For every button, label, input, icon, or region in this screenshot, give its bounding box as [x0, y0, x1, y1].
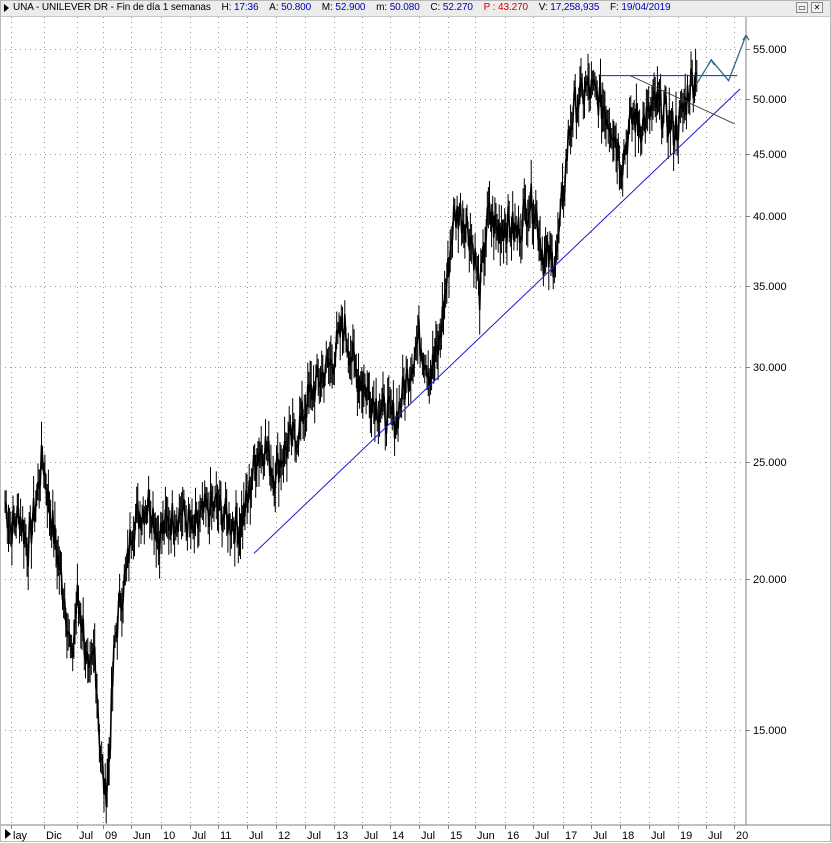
projection-path	[696, 34, 747, 85]
p-label: P :	[483, 2, 496, 13]
close-button[interactable]: ✕	[811, 2, 823, 13]
x-tick-label: Jun	[133, 830, 151, 842]
projection-arrowhead	[707, 58, 715, 66]
y-tick-label: 50.000	[753, 93, 787, 106]
price-series-line	[4, 68, 698, 807]
menu-arrow-icon[interactable]	[4, 4, 9, 12]
hora-label: H:	[221, 2, 232, 13]
x-tick-label: 10	[163, 830, 176, 842]
x-tick-label: 11	[220, 830, 232, 842]
x-tick-label: 16	[507, 830, 520, 842]
x-tick-label: 13	[336, 830, 349, 842]
instrument-name: UNILEVER DR	[41, 2, 108, 13]
date-label: F:	[610, 2, 619, 13]
x-tick-label: Jul	[249, 830, 264, 842]
x-tick-label: Jul	[192, 830, 207, 842]
open-value: 50.800	[281, 2, 312, 13]
y-tick-label: 25.000	[753, 456, 787, 469]
x-tick-label: 19	[680, 830, 693, 842]
x-tick-label: Jul	[651, 830, 666, 842]
p-value: 43.270	[498, 2, 529, 13]
volume-label: V:	[538, 2, 548, 13]
symbol: UNA	[13, 2, 34, 13]
x-tick-label: Jun	[477, 830, 495, 842]
x-tick-label: Dic	[46, 830, 62, 842]
x-tick-label: Jul	[307, 830, 322, 842]
x-tick-label: 14	[392, 830, 405, 842]
high-label: M:	[321, 2, 333, 13]
x-tick-label: 17	[565, 830, 578, 842]
x-tick-label: Jul	[79, 830, 94, 842]
period: Fin de día 1 semanas	[116, 2, 211, 13]
hora-value: 17:36	[233, 2, 259, 13]
x-tick-label: lay	[13, 830, 28, 842]
quote-summary: UNA - UNILEVER DR - Fin de día 1 semanas…	[13, 2, 671, 13]
close-value: 52.270	[442, 2, 473, 13]
y-tick-label: 55.000	[753, 43, 787, 56]
x-tick-label: Jul	[593, 830, 608, 842]
x-tick-label: Jul	[421, 830, 436, 842]
x-tick-label: 12	[278, 830, 291, 842]
scroll-left-icon[interactable]	[5, 829, 11, 839]
low-label: m:	[376, 2, 388, 13]
price-bars	[4, 48, 698, 824]
restore-button[interactable]: ▭	[796, 2, 808, 13]
x-tick-label: Jul	[708, 830, 723, 842]
support-trendline	[253, 88, 741, 554]
low-value: 50.080	[389, 2, 420, 13]
x-tick-label: 09	[105, 830, 118, 842]
y-tick-label: 45.000	[753, 148, 787, 161]
y-tick-label: 15.000	[753, 724, 787, 737]
projection-arrowhead	[742, 33, 750, 41]
date-value: 19/04/2019	[621, 2, 671, 13]
x-tick-label: Jul	[535, 830, 550, 842]
x-tick-label: 15	[450, 830, 463, 842]
y-tick-label: 40.000	[753, 210, 787, 223]
open-label: A:	[269, 2, 279, 13]
y-tick-label: 20.000	[753, 573, 787, 586]
high-value: 52.900	[335, 2, 366, 13]
chart-title-bar[interactable]: UNA - UNILEVER DR - Fin de día 1 semanas…	[1, 1, 830, 17]
x-tick-label: Jul	[364, 830, 379, 842]
close-label: C:	[430, 2, 441, 13]
y-tick-label: 30.000	[753, 361, 787, 374]
x-tick-label: 18	[622, 830, 635, 842]
x-tick-label: 20	[736, 830, 749, 842]
y-tick-label: 35.000	[753, 280, 787, 293]
volume-value: 17,258,935	[550, 2, 600, 13]
downtrend-line	[630, 75, 735, 125]
